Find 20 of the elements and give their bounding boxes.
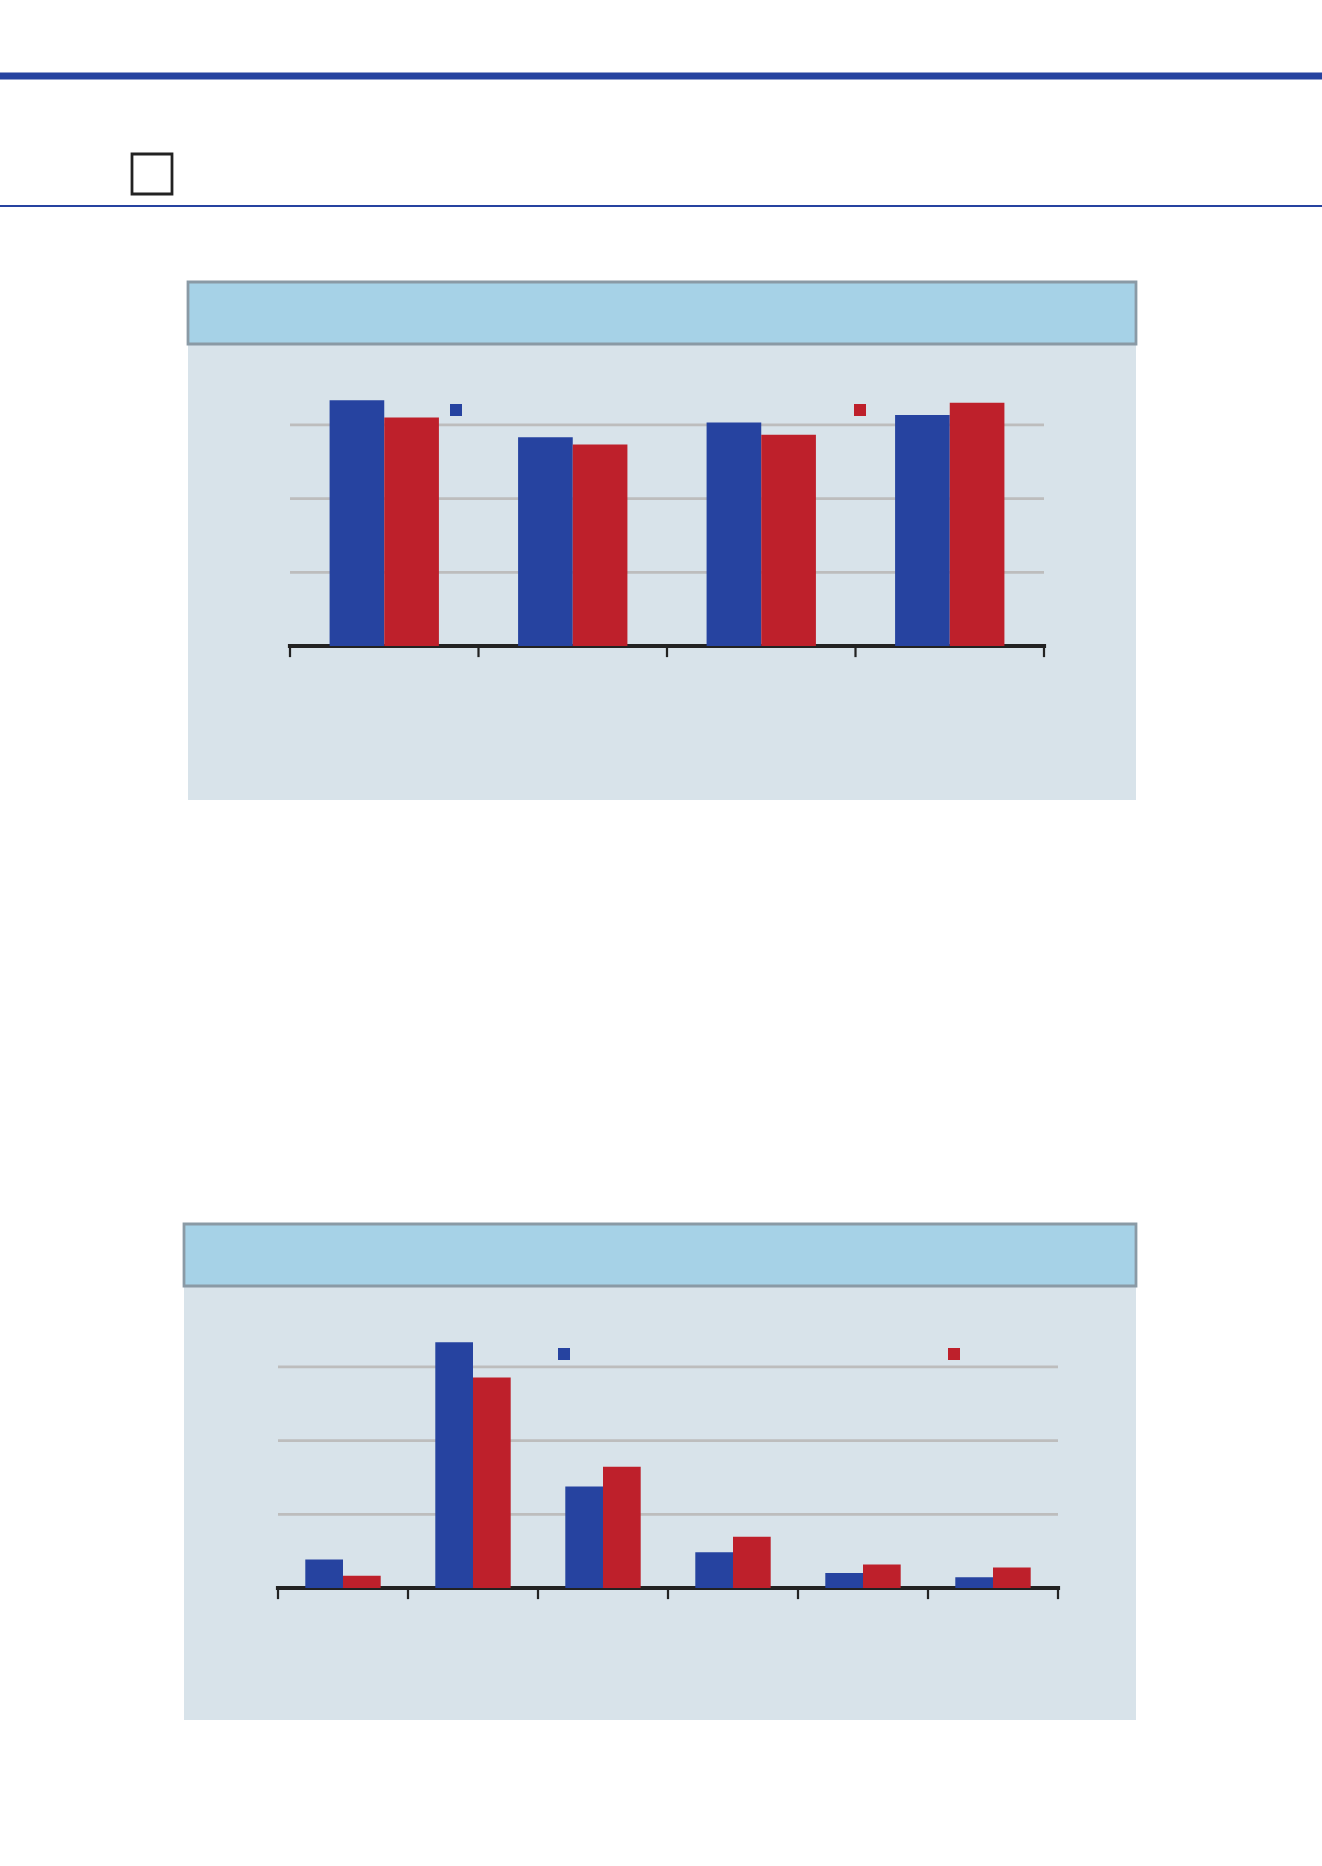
bar: [695, 1552, 733, 1588]
bar: [993, 1567, 1031, 1588]
bar: [329, 400, 385, 646]
bar: [518, 437, 573, 646]
bar: [565, 1486, 603, 1588]
bar: [343, 1575, 381, 1588]
bar: [435, 1342, 473, 1588]
bar: [733, 1536, 771, 1588]
bar: [384, 417, 439, 646]
bar: [825, 1573, 863, 1588]
bar: [305, 1559, 343, 1588]
bar: [473, 1377, 511, 1588]
bar: [761, 434, 816, 646]
bar: [949, 402, 1005, 646]
bar: [706, 422, 762, 646]
bar: [572, 444, 628, 646]
bar: [863, 1564, 901, 1588]
bar: [895, 415, 950, 646]
bar: [603, 1466, 641, 1588]
bar: [955, 1577, 993, 1588]
